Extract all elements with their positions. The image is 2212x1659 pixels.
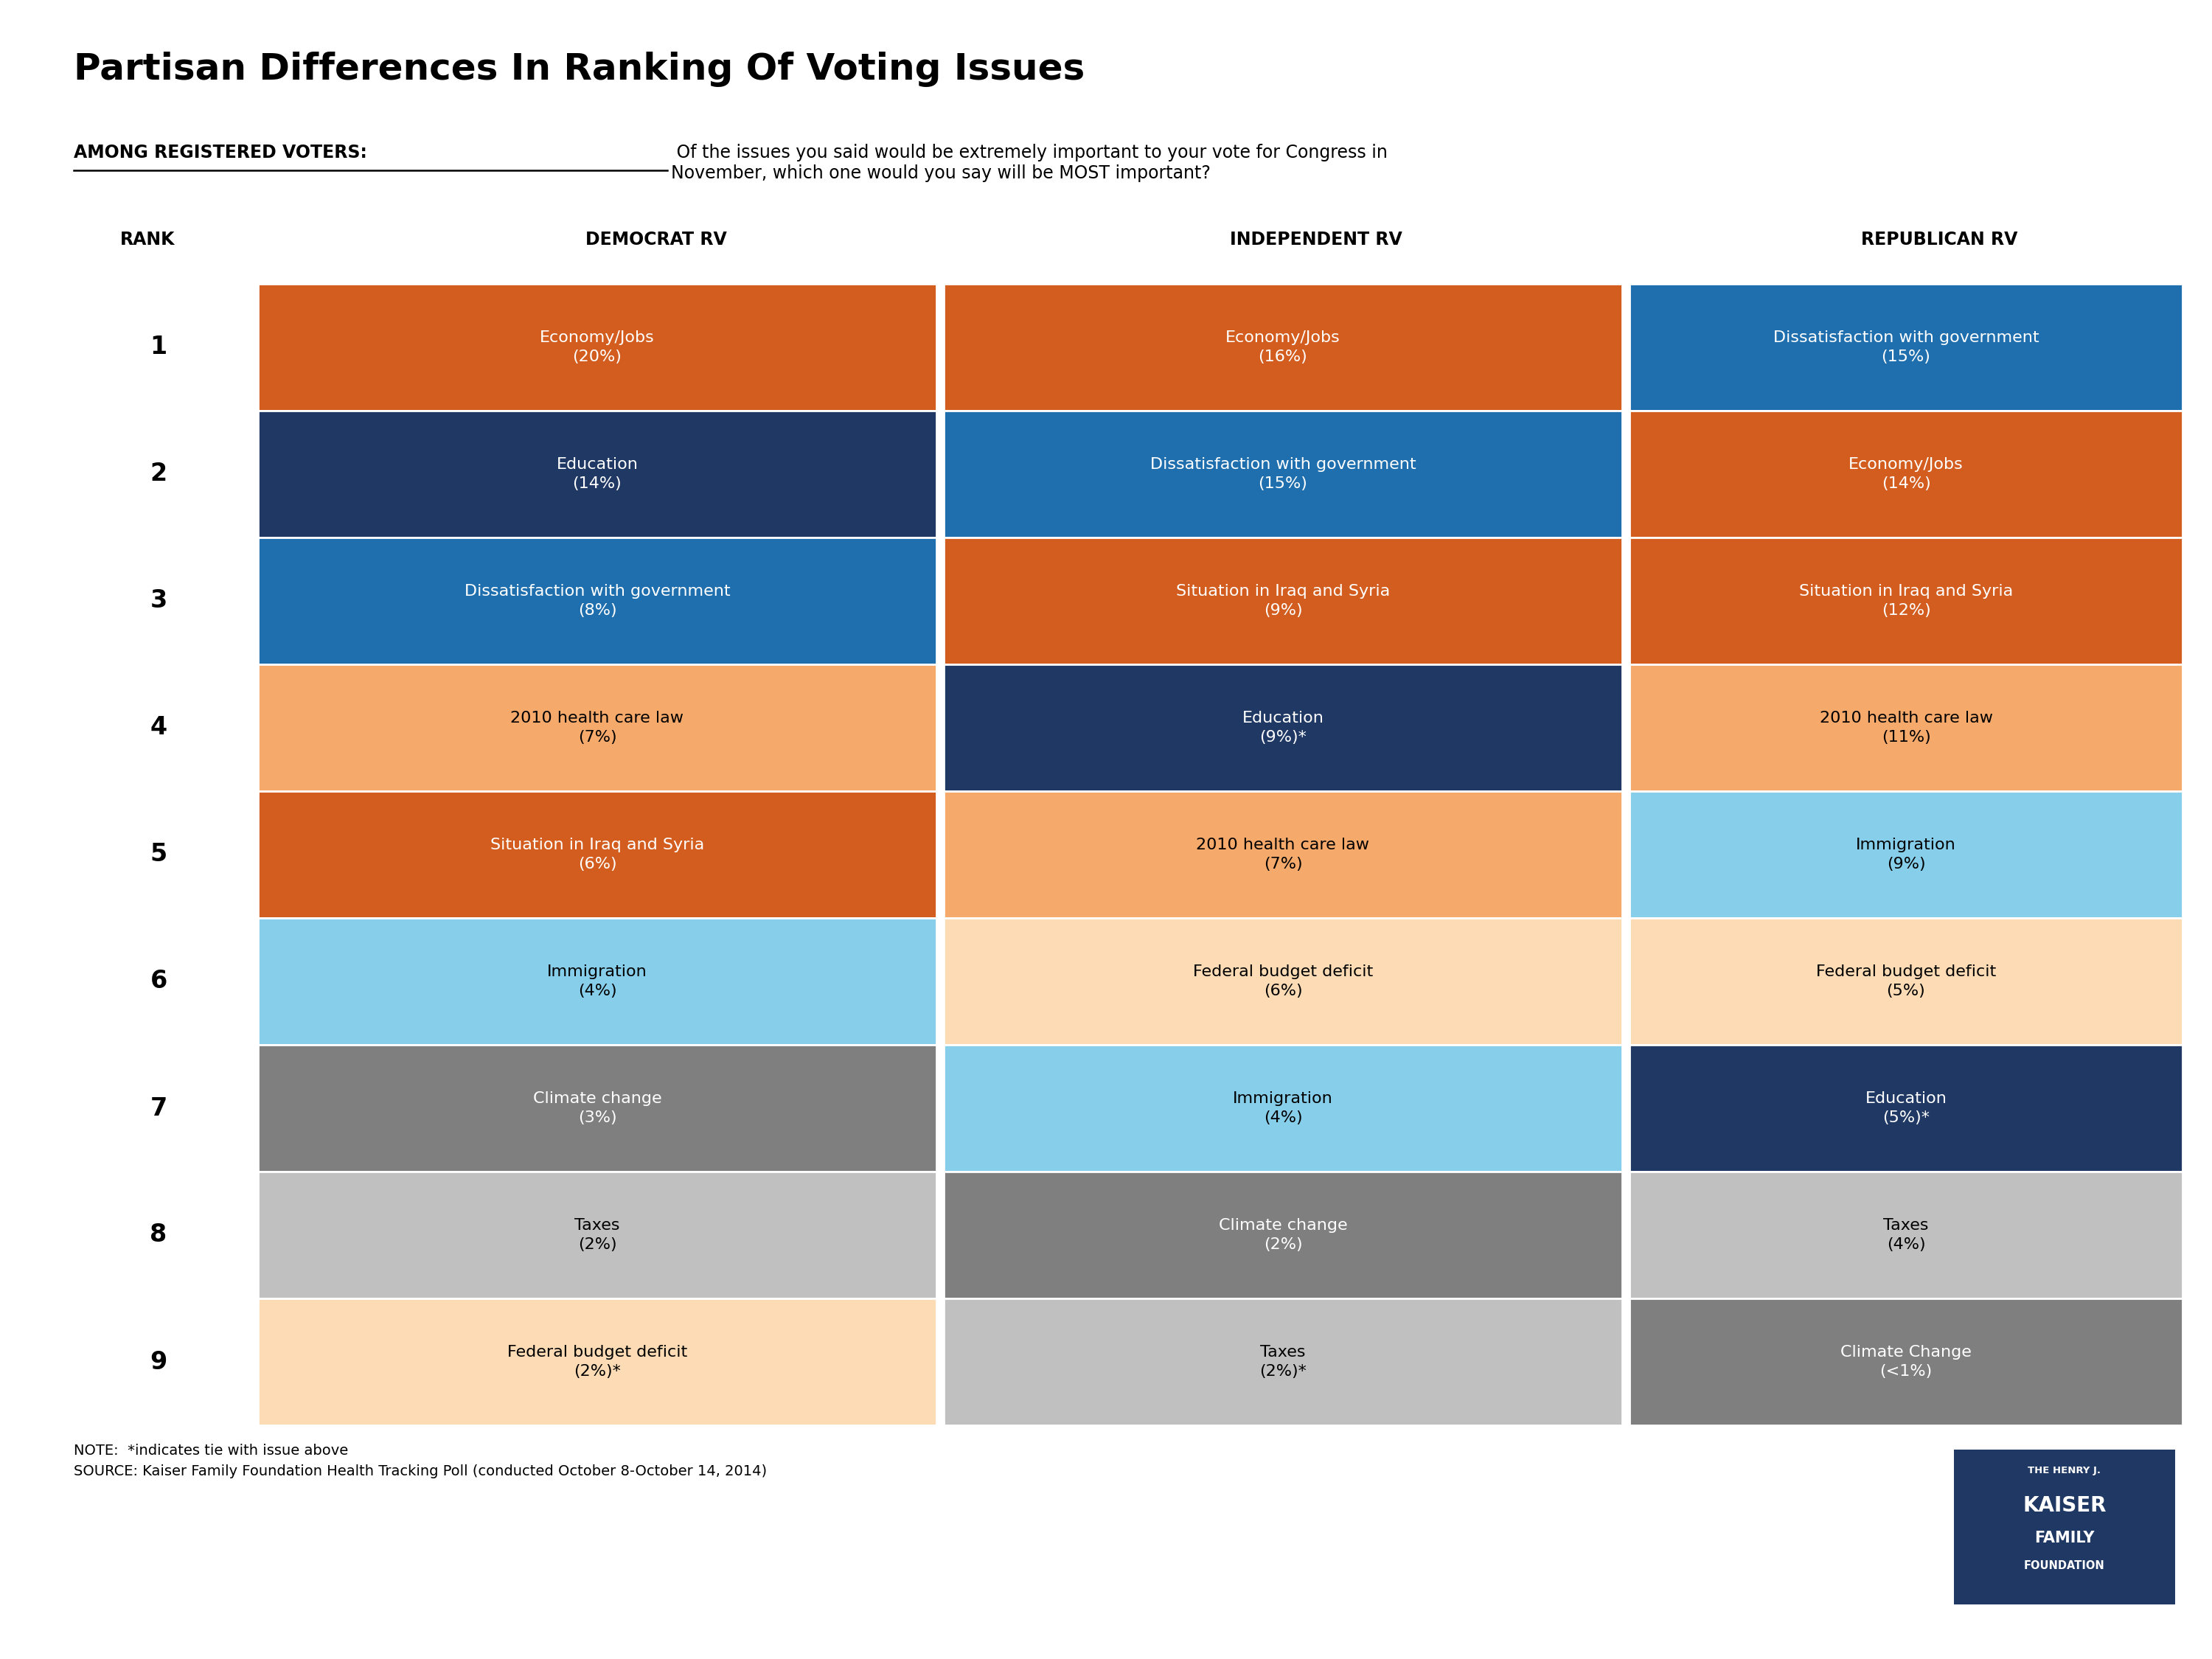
Text: Taxes
(2%): Taxes (2%) [575, 1218, 619, 1253]
Text: Immigration
(4%): Immigration (4%) [1232, 1092, 1334, 1125]
Text: Situation in Iraq and Syria
(9%): Situation in Iraq and Syria (9%) [1177, 584, 1389, 617]
FancyBboxPatch shape [1630, 1171, 2183, 1299]
FancyBboxPatch shape [945, 538, 1621, 664]
Text: Taxes
(4%): Taxes (4%) [1882, 1218, 1929, 1253]
FancyBboxPatch shape [259, 1299, 936, 1425]
Text: 9: 9 [150, 1350, 168, 1374]
Text: RANK: RANK [119, 231, 175, 249]
Text: Situation in Iraq and Syria
(6%): Situation in Iraq and Syria (6%) [491, 838, 703, 871]
FancyBboxPatch shape [1630, 284, 2183, 411]
Text: Economy/Jobs
(20%): Economy/Jobs (20%) [540, 330, 655, 363]
Text: Climate Change
(<1%): Climate Change (<1%) [1840, 1345, 1971, 1379]
FancyBboxPatch shape [1630, 538, 2183, 664]
FancyBboxPatch shape [1630, 1299, 2183, 1425]
FancyBboxPatch shape [945, 1299, 1621, 1425]
FancyBboxPatch shape [945, 411, 1621, 538]
Text: 8: 8 [150, 1223, 168, 1248]
Text: FOUNDATION: FOUNDATION [2024, 1559, 2106, 1571]
FancyBboxPatch shape [1630, 791, 2183, 917]
FancyBboxPatch shape [945, 284, 1621, 411]
Text: 4: 4 [150, 715, 168, 740]
FancyBboxPatch shape [259, 538, 936, 664]
Text: Federal budget deficit
(6%): Federal budget deficit (6%) [1192, 964, 1374, 999]
Text: Immigration
(4%): Immigration (4%) [546, 964, 648, 999]
FancyBboxPatch shape [259, 1045, 936, 1171]
FancyBboxPatch shape [945, 1171, 1621, 1299]
FancyBboxPatch shape [1630, 411, 2183, 538]
FancyBboxPatch shape [1953, 1450, 2174, 1604]
FancyBboxPatch shape [945, 917, 1621, 1045]
Text: 6: 6 [150, 969, 168, 994]
FancyBboxPatch shape [945, 1045, 1621, 1171]
Text: Of the issues you said would be extremely important to your vote for Congress in: Of the issues you said would be extremel… [670, 144, 1387, 182]
FancyBboxPatch shape [259, 664, 936, 791]
Text: Education
(5%)*: Education (5%)* [1865, 1092, 1947, 1125]
Text: 2010 health care law
(11%): 2010 health care law (11%) [1818, 712, 1993, 745]
Text: 2010 health care law
(7%): 2010 health care law (7%) [1197, 838, 1369, 871]
FancyBboxPatch shape [259, 411, 936, 538]
Text: 3: 3 [150, 589, 168, 614]
Text: Education
(9%)*: Education (9%)* [1243, 712, 1323, 745]
Text: Dissatisfaction with government
(8%): Dissatisfaction with government (8%) [465, 584, 730, 617]
Text: 2010 health care law
(7%): 2010 health care law (7%) [511, 712, 684, 745]
Text: Dissatisfaction with government
(15%): Dissatisfaction with government (15%) [1150, 458, 1416, 491]
Text: 5: 5 [150, 843, 168, 866]
FancyBboxPatch shape [259, 1171, 936, 1299]
Text: Federal budget deficit
(5%): Federal budget deficit (5%) [1816, 964, 1995, 999]
Text: KAISER: KAISER [2022, 1495, 2106, 1516]
Text: 7: 7 [150, 1097, 168, 1120]
Text: 2: 2 [150, 461, 168, 486]
Text: Economy/Jobs
(14%): Economy/Jobs (14%) [1849, 458, 1964, 491]
Text: FAMILY: FAMILY [2035, 1531, 2095, 1546]
Text: NOTE:  *indicates tie with issue above
SOURCE: Kaiser Family Foundation Health T: NOTE: *indicates tie with issue above SO… [73, 1443, 768, 1478]
FancyBboxPatch shape [259, 284, 936, 411]
Text: Climate change
(3%): Climate change (3%) [533, 1092, 661, 1125]
Text: THE HENRY J.: THE HENRY J. [2028, 1467, 2101, 1475]
Text: Economy/Jobs
(16%): Economy/Jobs (16%) [1225, 330, 1340, 363]
Text: AMONG REGISTERED VOTERS:: AMONG REGISTERED VOTERS: [73, 144, 367, 161]
Text: Education
(14%): Education (14%) [557, 458, 637, 491]
FancyBboxPatch shape [259, 917, 936, 1045]
FancyBboxPatch shape [259, 791, 936, 917]
Text: Dissatisfaction with government
(15%): Dissatisfaction with government (15%) [1774, 330, 2039, 363]
FancyBboxPatch shape [945, 791, 1621, 917]
Text: DEMOCRAT RV: DEMOCRAT RV [586, 231, 728, 249]
FancyBboxPatch shape [1630, 917, 2183, 1045]
Text: Taxes
(2%)*: Taxes (2%)* [1259, 1345, 1307, 1379]
Text: 1: 1 [150, 335, 168, 360]
FancyBboxPatch shape [1630, 1045, 2183, 1171]
Text: Climate change
(2%): Climate change (2%) [1219, 1218, 1347, 1253]
Text: INDEPENDENT RV: INDEPENDENT RV [1230, 231, 1402, 249]
FancyBboxPatch shape [1630, 664, 2183, 791]
Text: Situation in Iraq and Syria
(12%): Situation in Iraq and Syria (12%) [1798, 584, 2013, 617]
Text: REPUBLICAN RV: REPUBLICAN RV [1860, 231, 2017, 249]
Text: Partisan Differences In Ranking Of Voting Issues: Partisan Differences In Ranking Of Votin… [73, 51, 1084, 86]
Text: Immigration
(9%): Immigration (9%) [1856, 838, 1955, 871]
FancyBboxPatch shape [945, 664, 1621, 791]
Text: Federal budget deficit
(2%)*: Federal budget deficit (2%)* [507, 1345, 688, 1379]
